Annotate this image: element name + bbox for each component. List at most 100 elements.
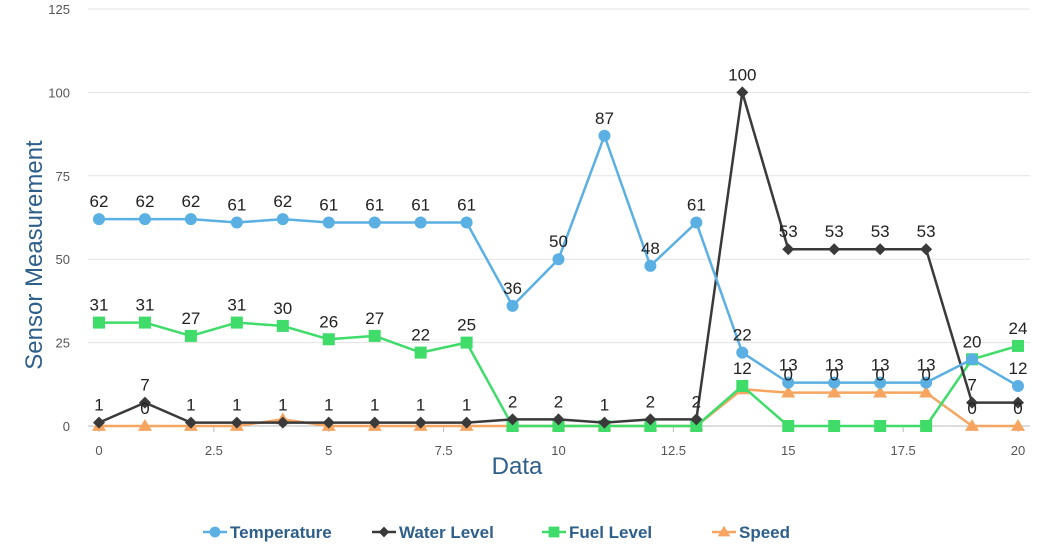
data-label: 24 <box>1009 319 1028 338</box>
water-level-point <box>138 396 151 409</box>
fuel-level-point <box>322 333 335 346</box>
water-level-point <box>322 416 335 429</box>
water-level-point <box>414 416 427 429</box>
temperature-point <box>230 216 243 229</box>
x-tick-label: 12.5 <box>661 443 686 458</box>
data-label: 25 <box>457 316 476 335</box>
legend[interactable]: Temperature Water Level Fuel Level Speed <box>203 523 790 542</box>
fuel-level-point <box>690 420 703 432</box>
data-label: 2 <box>508 392 517 411</box>
water-level-point <box>874 243 887 256</box>
legend-marker-speed <box>717 525 731 537</box>
temperature-point <box>322 216 335 229</box>
fuel-level-point <box>138 316 151 329</box>
data-label: 53 <box>917 222 936 241</box>
x-tick-label: 17.5 <box>890 443 915 458</box>
speed-point <box>1011 419 1025 431</box>
data-label: 12 <box>1009 359 1028 378</box>
data-label: 27 <box>365 309 384 328</box>
data-label: 0 <box>784 366 793 385</box>
water-level-point <box>966 396 979 409</box>
data-label: 1 <box>232 396 241 415</box>
data-label: 100 <box>728 65 756 84</box>
water-level-point <box>184 416 197 429</box>
fuel-level-point <box>828 420 841 432</box>
legend-label-temperature: Temperature <box>230 523 332 542</box>
x-tick-label: 7.5 <box>435 443 453 458</box>
water-level-point <box>782 243 795 256</box>
data-label: 50 <box>549 232 568 251</box>
y-tick-label: 100 <box>48 85 70 100</box>
speed-point <box>919 385 934 398</box>
legend-label-water-level: Water Level <box>399 523 494 542</box>
data-label: 53 <box>779 222 798 241</box>
data-label: 62 <box>135 192 154 211</box>
data-label: 1 <box>324 396 333 415</box>
data-label: 2 <box>646 392 655 411</box>
fuel-level-point <box>782 420 795 432</box>
legend-item-water-level[interactable]: Water Level <box>372 523 494 542</box>
temperature-point <box>690 216 703 229</box>
data-label: 27 <box>181 309 200 328</box>
fuel-level-point <box>368 329 381 342</box>
legend-item-speed[interactable]: Speed <box>712 523 790 542</box>
data-label: 53 <box>871 222 890 241</box>
speed-point <box>781 385 796 398</box>
fuel-level-point <box>230 316 243 329</box>
temperature-point <box>966 353 979 366</box>
data-label: 48 <box>641 239 660 258</box>
fuel-level-point <box>414 346 427 359</box>
data-label: 36 <box>503 279 522 298</box>
speed-point <box>873 385 888 398</box>
temperature-point <box>874 376 887 389</box>
data-label: 13 <box>917 356 936 375</box>
data-label: 22 <box>411 326 430 345</box>
fuel-level-point <box>93 316 105 329</box>
data-label: 1 <box>416 396 425 415</box>
water-level-point <box>828 243 841 256</box>
legend-label-speed: Speed <box>739 523 790 542</box>
water-level-point <box>93 416 105 429</box>
data-label: 61 <box>365 196 384 215</box>
data-label: 7 <box>140 376 149 395</box>
legend-item-temperature[interactable]: Temperature <box>203 523 332 542</box>
water-level-point <box>276 416 289 429</box>
y-tick-label: 25 <box>56 336 70 351</box>
water-level-point <box>460 416 473 429</box>
legend-label-fuel-level: Fuel Level <box>569 523 652 542</box>
temperature-point <box>184 213 197 226</box>
data-label: 13 <box>779 356 798 375</box>
temperature-point <box>920 376 933 389</box>
data-label: 62 <box>273 192 292 211</box>
data-label: 1 <box>462 396 471 415</box>
water-level-point <box>230 416 243 429</box>
temperature-point <box>138 213 151 226</box>
data-label: 22 <box>733 326 752 345</box>
data-label: 13 <box>871 356 890 375</box>
fuel-level-point <box>874 420 887 432</box>
fuel-level-point <box>552 420 565 432</box>
water-level-point <box>736 86 749 99</box>
temperature-point <box>368 216 381 229</box>
data-label: 30 <box>273 299 292 318</box>
x-tick-label: 0 <box>95 443 102 458</box>
data-label: 61 <box>319 196 338 215</box>
data-label: 0 <box>829 366 838 385</box>
data-label: 7 <box>967 376 976 395</box>
legend-item-fuel-level[interactable]: Fuel Level <box>542 523 652 542</box>
speed-point <box>827 385 842 398</box>
water-level-point <box>552 413 565 426</box>
x-tick-label: 5 <box>325 443 332 458</box>
data-label: 1 <box>186 396 195 415</box>
fuel-level-point <box>184 329 197 342</box>
data-label: 87 <box>595 109 614 128</box>
data-label: 0 <box>921 366 930 385</box>
data-label: 13 <box>825 356 844 375</box>
water-level-point <box>920 243 933 256</box>
data-label: 0 <box>1013 399 1022 418</box>
x-tick-label: 10 <box>551 443 565 458</box>
temperature-point <box>1012 379 1024 392</box>
water-level-point <box>1012 396 1024 409</box>
water-level-point <box>690 413 703 426</box>
